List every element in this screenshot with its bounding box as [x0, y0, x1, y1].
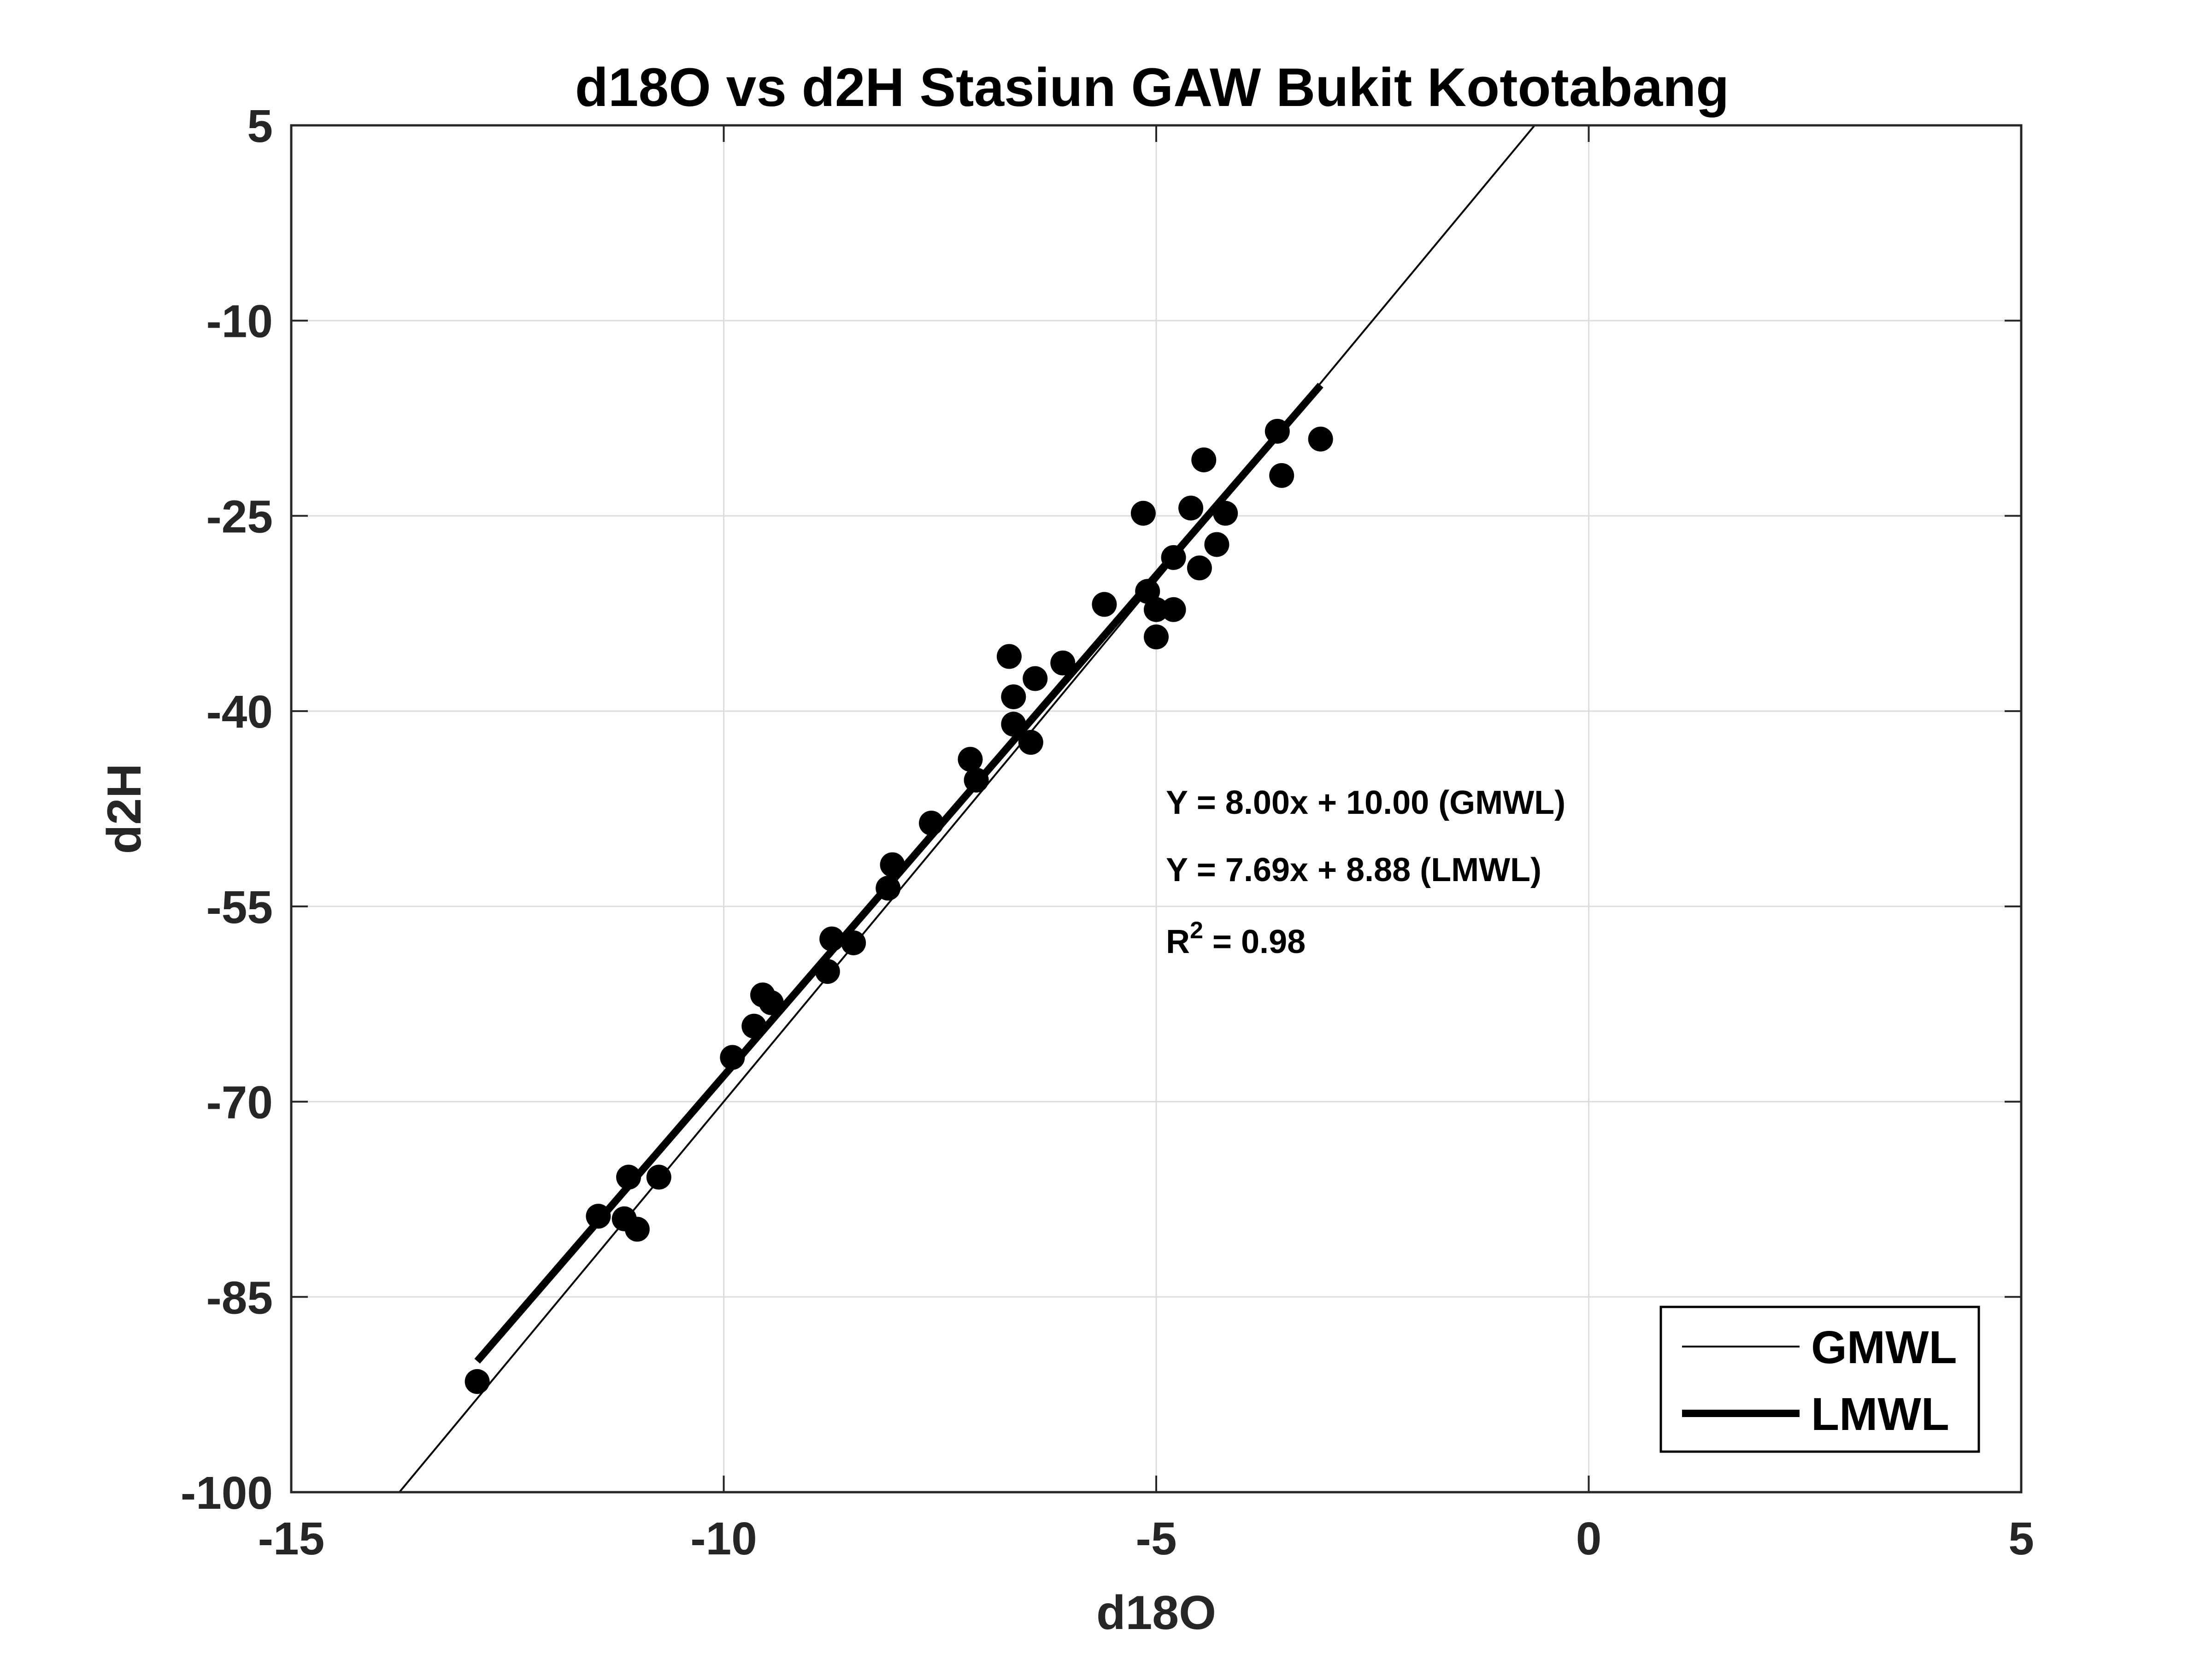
data-point: [841, 930, 866, 955]
y-tick-label: -85: [206, 1272, 273, 1324]
data-point: [1092, 592, 1117, 617]
x-axis-label: d18O: [1096, 1586, 1216, 1640]
data-point: [1269, 463, 1294, 488]
data-point: [1023, 666, 1047, 691]
r2-label: R: [1166, 924, 1190, 960]
x-tick-label: 0: [1576, 1513, 1602, 1565]
data-point: [625, 1217, 650, 1241]
legend-lmwl-label: LMWL: [1811, 1388, 1949, 1440]
data-point: [616, 1165, 641, 1189]
data-point: [1001, 684, 1026, 709]
data-point: [1308, 427, 1333, 452]
data-point: [720, 1045, 745, 1070]
y-tick-label: -25: [206, 491, 273, 542]
data-point: [1144, 624, 1169, 649]
data-point: [586, 1204, 611, 1229]
x-tick-label: -5: [1136, 1513, 1177, 1565]
y-tick-label: 5: [247, 100, 273, 152]
data-point: [759, 990, 784, 1015]
data-point: [1191, 447, 1216, 472]
data-point: [815, 959, 840, 984]
y-axis-label: d2H: [98, 764, 151, 854]
data-point: [1050, 651, 1075, 676]
gmwl-equation: Y = 8.00x + 10.00 (GMWL): [1166, 784, 1565, 821]
data-point: [1131, 501, 1156, 526]
legend: GMWL LMWL: [1661, 1307, 1979, 1452]
r2-superscript: 2: [1190, 917, 1203, 944]
data-point: [919, 811, 944, 835]
data-point: [876, 876, 900, 900]
y-tick-label: -100: [181, 1467, 273, 1519]
chart-title: d18O vs d2H Stasiun GAW Bukit Kototabang: [575, 57, 1730, 118]
data-point: [964, 768, 989, 793]
data-point: [1265, 419, 1290, 444]
data-point: [1187, 555, 1212, 580]
y-tick-label: -70: [206, 1077, 273, 1129]
y-tick-label: -55: [206, 882, 273, 933]
data-point: [647, 1165, 671, 1189]
data-point: [1204, 532, 1229, 557]
y-tick-label: -40: [206, 686, 273, 738]
data-point: [880, 852, 905, 877]
x-tick-label: 5: [2008, 1513, 2034, 1565]
data-point: [1161, 545, 1186, 570]
data-point: [1213, 501, 1238, 526]
y-tick-label: -10: [206, 296, 273, 347]
data-point: [819, 926, 844, 951]
x-tick-label: -10: [690, 1513, 757, 1565]
data-point: [997, 644, 1022, 669]
x-tick-label: -15: [258, 1513, 325, 1565]
data-point: [1178, 495, 1203, 520]
lmwl-equation: Y = 7.69x + 8.88 (LMWL): [1166, 852, 1541, 888]
data-point: [741, 1014, 766, 1039]
data-point: [1001, 712, 1026, 736]
data-point: [1018, 730, 1043, 755]
r2-value: = 0.98: [1203, 924, 1306, 960]
data-point: [1161, 597, 1186, 622]
data-point: [465, 1369, 490, 1394]
legend-gmwl-label: GMWL: [1811, 1322, 1957, 1373]
r-squared: R2 = 0.98: [1166, 917, 1306, 960]
